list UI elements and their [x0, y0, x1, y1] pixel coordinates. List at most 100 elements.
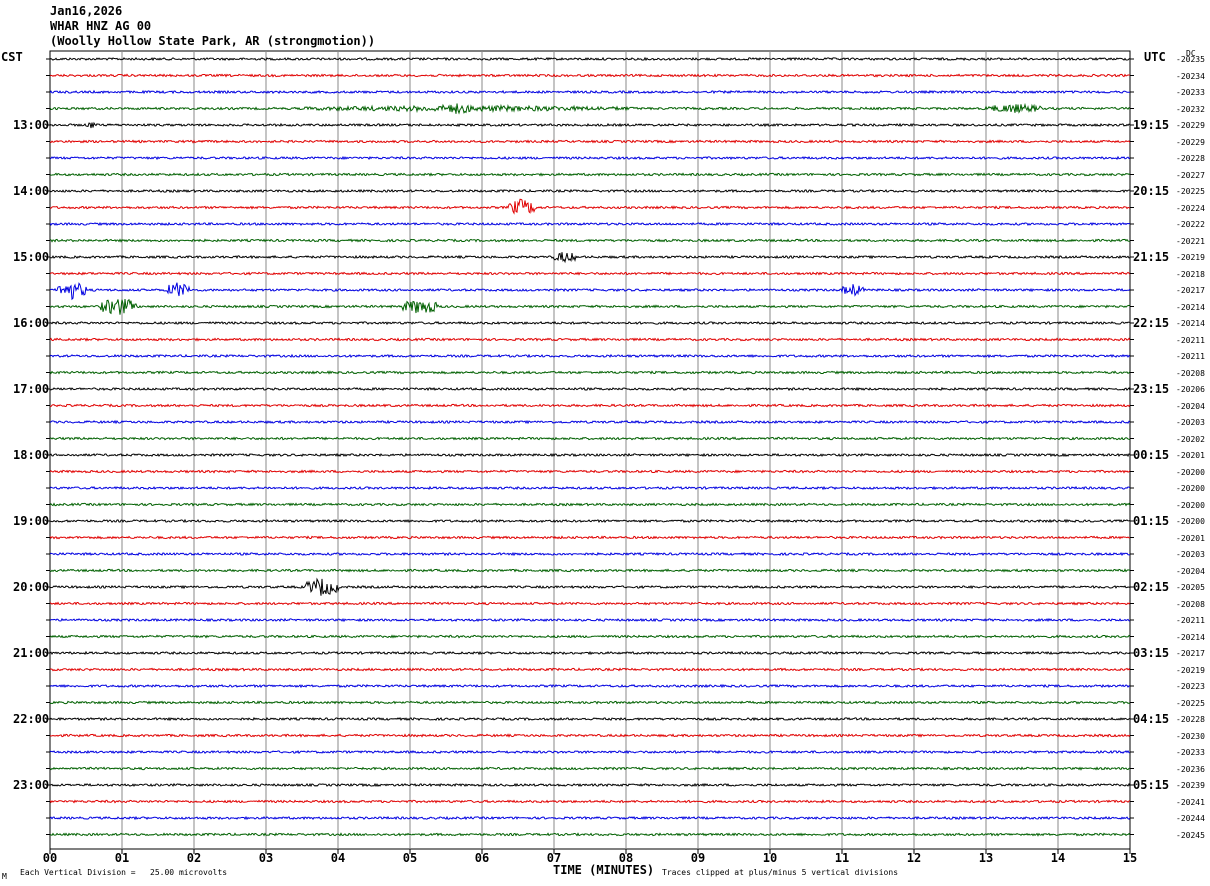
- x-tick-label: 01: [114, 851, 130, 865]
- x-tick-label: 09: [690, 851, 706, 865]
- plot-frame: [49, 50, 1131, 850]
- seismic-trace: [49, 650, 1131, 656]
- dc-offset-label: -20206: [1176, 385, 1205, 394]
- hour-label-utc: 21:15: [1133, 250, 1170, 264]
- hour-label-cst: 22:00: [13, 712, 50, 726]
- dc-offset-label: -20203: [1176, 418, 1205, 427]
- x-tick-label: 07: [546, 851, 562, 865]
- dc-offset-label: -20202: [1176, 434, 1205, 444]
- x-tick-label: 00: [42, 851, 58, 865]
- station-label: WHAR HNZ AG 00: [50, 19, 152, 33]
- dc-offset-label: -20211: [1176, 335, 1205, 345]
- dc-offset-label: -20244: [1176, 814, 1205, 823]
- seismic-trace: [49, 568, 1130, 573]
- seismic-trace: [49, 403, 1131, 408]
- seismic-trace: [49, 238, 1131, 243]
- hour-label-utc: 03:15: [1133, 646, 1170, 660]
- seismic-trace: [49, 700, 1131, 705]
- seismic-trace: [49, 370, 1131, 375]
- dc-offset-label: -20236: [1176, 764, 1205, 774]
- x-tick-label: 10: [762, 851, 778, 865]
- dc-offset-label: -20208: [1176, 368, 1205, 378]
- seismic-trace: [49, 799, 1131, 804]
- dc-offset-label: -20211: [1176, 352, 1205, 361]
- hour-label-cst: 19:00: [13, 514, 50, 528]
- dc-offset-label: -20232: [1176, 104, 1205, 114]
- x-tick-label: 13: [978, 851, 994, 865]
- seismic-trace: [49, 551, 1130, 557]
- dc-offset-label: -20230: [1176, 731, 1205, 741]
- seismic-trace: [49, 252, 1131, 264]
- seismic-trace: [49, 535, 1131, 540]
- x-tick-label: 08: [618, 851, 634, 865]
- seismic-trace: [49, 601, 1131, 606]
- seismic-trace: [49, 766, 1131, 771]
- seismic-trace: [49, 102, 1131, 115]
- seismic-trace: [49, 733, 1131, 738]
- dc-offset-label: -20204: [1176, 401, 1205, 411]
- seismic-trace: [49, 518, 1131, 524]
- seismic-trace: [49, 271, 1131, 276]
- seismic-trace: [49, 221, 1131, 227]
- dc-offset-label: -20200: [1176, 484, 1205, 493]
- hour-label-utc: 23:15: [1133, 382, 1170, 396]
- hour-label-utc: 01:15: [1133, 514, 1170, 528]
- seismic-trace: [49, 198, 1131, 215]
- dc-offset-label: -20200: [1176, 500, 1205, 510]
- seismic-trace: [49, 282, 1131, 301]
- dc-offset-label: -20219: [1176, 253, 1205, 262]
- seismic-trace: [49, 298, 1131, 315]
- dc-offset-label: -20204: [1176, 566, 1205, 576]
- date-label: Jan16,2026: [50, 4, 123, 18]
- vertical-division-note: Each Vertical Division = 25.00 microvolt…: [20, 868, 228, 877]
- x-tick-label: 02: [186, 851, 202, 865]
- dc-offset-label: -20200: [1176, 517, 1205, 526]
- seismic-trace: [49, 815, 1131, 821]
- seismic-trace: [49, 337, 1131, 342]
- hour-label-cst: 15:00: [13, 250, 50, 264]
- dc-offset-label: -20227: [1176, 170, 1205, 180]
- dc-offset-label: -20203: [1176, 550, 1205, 559]
- dc-offset-label: -20225: [1176, 187, 1205, 196]
- seismic-trace: [49, 634, 1131, 639]
- seismic-trace: [49, 577, 1131, 596]
- hour-label-cst: 16:00: [13, 316, 50, 330]
- hour-label-utc: 20:15: [1133, 184, 1170, 198]
- x-tick-label: 15: [1122, 851, 1138, 865]
- dc-offset-label: -20222: [1176, 220, 1205, 229]
- dc-offset-label: -20201: [1176, 451, 1205, 460]
- hour-label-cst: 17:00: [13, 382, 50, 396]
- seismic-trace: [49, 121, 1131, 129]
- dc-offset-label: -20241: [1176, 797, 1205, 807]
- seismic-trace: [49, 172, 1131, 177]
- dc-offset-label: -20217: [1176, 649, 1205, 658]
- dc-label: DC: [1186, 49, 1196, 58]
- seismic-trace: [49, 485, 1131, 491]
- dc-offset-label: -20233: [1176, 88, 1205, 97]
- dc-offset-label: -20205: [1176, 583, 1205, 592]
- hour-label-cst: 20:00: [13, 580, 50, 594]
- dc-offset-label: -20223: [1176, 682, 1205, 691]
- left-timezone-label: CST: [1, 50, 23, 64]
- seismic-trace: [49, 386, 1131, 392]
- seismic-trace: [49, 716, 1131, 722]
- seismic-trace: [49, 89, 1130, 95]
- dc-offset-label: -20234: [1176, 71, 1205, 81]
- seismic-trace: [49, 452, 1131, 458]
- dc-offset-label: -20208: [1176, 599, 1205, 609]
- hour-label-cst: 23:00: [13, 778, 50, 792]
- dc-offset-label: -20229: [1176, 121, 1205, 130]
- hour-label-cst: 18:00: [13, 448, 50, 462]
- seismic-trace: [49, 436, 1131, 441]
- hour-label-cst: 14:00: [13, 184, 50, 198]
- seismic-trace: [49, 469, 1131, 474]
- x-tick-label: 11: [834, 851, 850, 865]
- dc-offset-label: -20219: [1176, 665, 1205, 675]
- hour-label-utc: 05:15: [1133, 778, 1170, 792]
- hour-label-utc: 22:15: [1133, 316, 1170, 330]
- dc-offset-label: -20214: [1176, 319, 1205, 328]
- dc-offset-label: -20218: [1176, 269, 1205, 279]
- location-label: (Woolly Hollow State Park, AR (strongmot…: [50, 34, 376, 48]
- seismic-trace: [49, 73, 1131, 78]
- dc-offset-label: -20224: [1176, 203, 1205, 213]
